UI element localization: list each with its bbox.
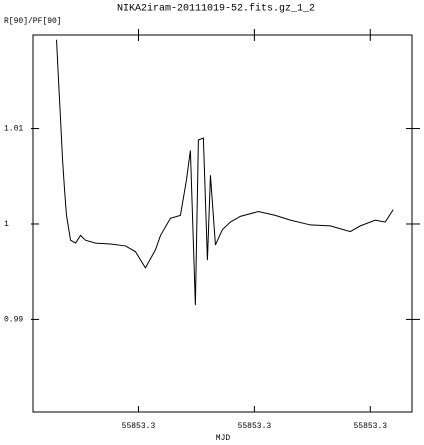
x-axis-label: MJD — [216, 434, 231, 443]
x-tick-label: 55853.3 — [122, 422, 156, 431]
x-tick-label: 55853.3 — [238, 422, 272, 431]
y-tick-label: 0.99 — [4, 316, 23, 325]
plot-frame — [32, 34, 413, 413]
y-axis-label: R[90]/PF[90] — [4, 17, 62, 26]
chart-title: NIKA2iram-20111019-52.fits.gz_1_2 — [117, 3, 315, 15]
y-tick-label: 1.01 — [4, 125, 23, 134]
x-tick-label: 55853.3 — [353, 422, 387, 431]
data-line — [56, 39, 394, 306]
y-tick-label: 1 — [4, 220, 9, 229]
